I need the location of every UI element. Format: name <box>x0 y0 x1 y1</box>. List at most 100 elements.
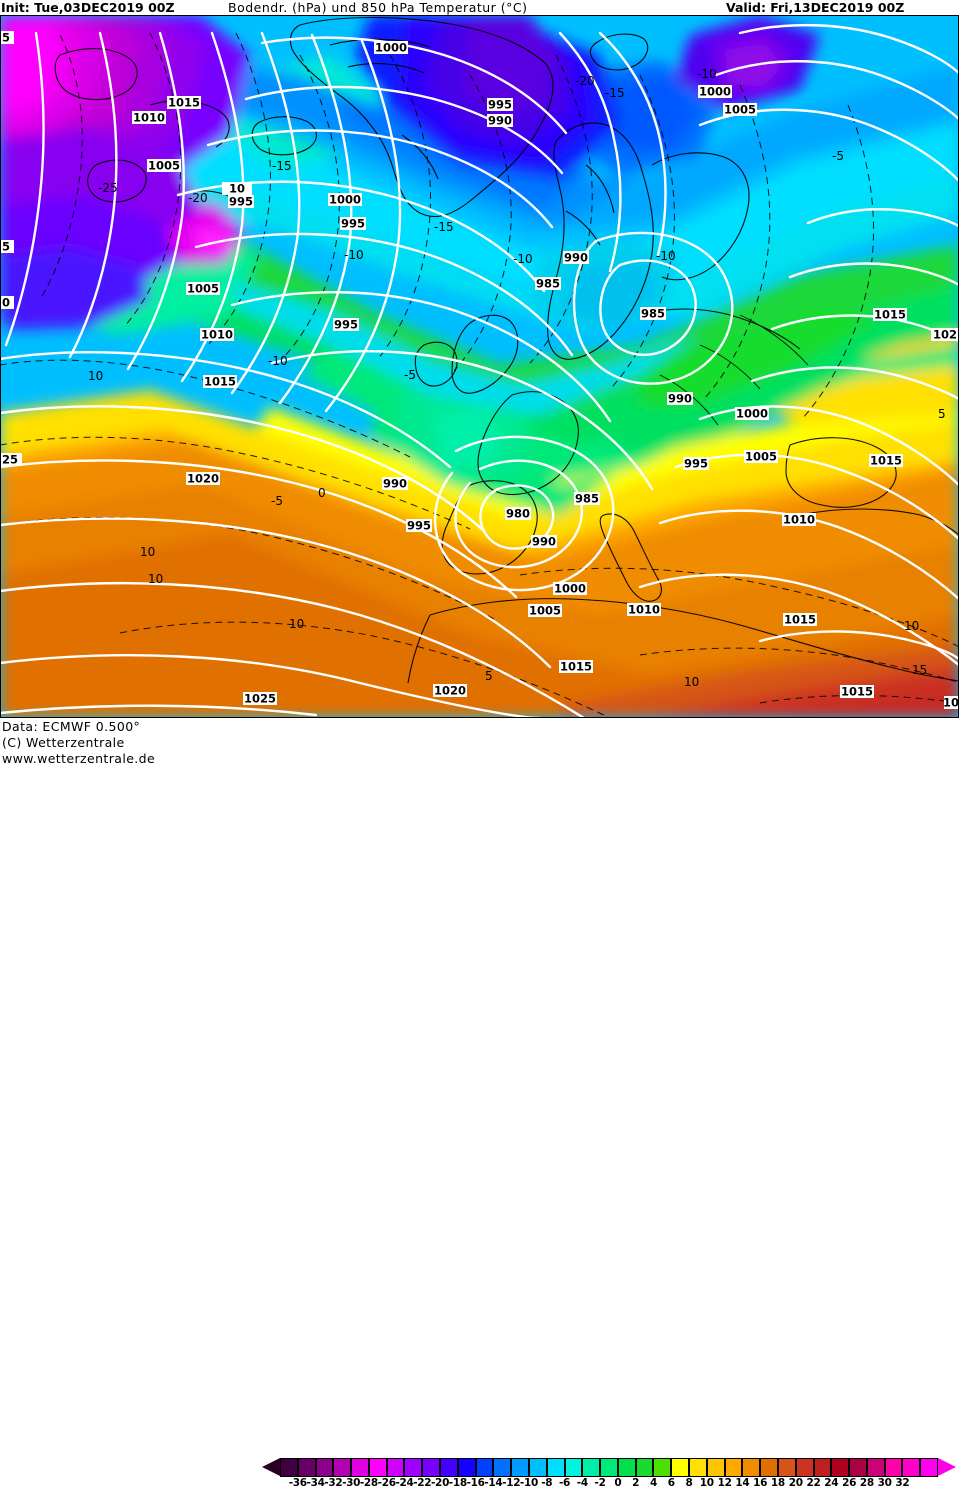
color-scale-swatch <box>475 1458 494 1477</box>
header-valid-time: Valid: Fri,13DEC2019 00Z <box>726 0 905 15</box>
svg-text:995: 995 <box>229 195 253 209</box>
color-scale-swatch <box>315 1458 334 1477</box>
svg-text:-10: -10 <box>513 252 533 266</box>
svg-text:995: 995 <box>684 457 708 471</box>
color-scale-swatch <box>617 1458 636 1477</box>
svg-text:-5: -5 <box>404 368 416 382</box>
color-scale-swatch <box>386 1458 405 1477</box>
footer-website[interactable]: www.wetterzentrale.de <box>2 751 156 766</box>
svg-text:1005: 1005 <box>745 450 777 464</box>
color-scale-swatch <box>795 1458 814 1477</box>
svg-text:10: 10 <box>943 696 959 710</box>
map-canvas: 1000 1015 1010 1005 995 990 1000 1005 10… <box>0 15 959 718</box>
color-scale-swatch <box>849 1458 867 1477</box>
color-scale-swatch <box>368 1458 387 1477</box>
color-scale-swatch <box>493 1458 512 1477</box>
color-scale-swatch <box>902 1458 921 1477</box>
svg-text:-10: -10 <box>697 67 717 81</box>
svg-text:1000: 1000 <box>329 193 361 207</box>
svg-text:990: 990 <box>564 251 588 265</box>
color-scale-swatch <box>920 1458 938 1477</box>
svg-text:1005: 1005 <box>148 159 180 173</box>
svg-text:10: 10 <box>88 369 103 383</box>
color-scale-swatch <box>884 1458 903 1477</box>
svg-text:1010: 1010 <box>201 328 233 342</box>
color-scale-swatch <box>422 1458 441 1477</box>
color-scale-over-arrow <box>938 1458 956 1476</box>
svg-text:-10: -10 <box>344 248 364 262</box>
color-scale-swatch <box>600 1458 618 1477</box>
color-scale-tick-label: 32 <box>895 1477 910 1489</box>
color-scale-swatch <box>777 1458 796 1477</box>
pressure-isobars <box>0 23 959 718</box>
color-scale-swatch <box>831 1458 850 1477</box>
color-scale-swatch <box>528 1458 547 1477</box>
footer-data-source: Data: ECMWF 0.500° <box>2 719 141 734</box>
svg-text:1000: 1000 <box>554 582 586 596</box>
svg-text:995: 995 <box>341 217 365 231</box>
svg-text:1005: 1005 <box>724 103 756 117</box>
color-scale-swatch <box>404 1458 423 1477</box>
color-scale-swatch <box>635 1458 654 1477</box>
svg-text:-10: -10 <box>656 249 676 263</box>
temperature-color-scale: -36 -34 -32 -30 -28 -26 -24 -22 -20 -18 -16 -14 -12-… <box>262 1458 956 1489</box>
svg-text:1015: 1015 <box>784 613 816 627</box>
color-scale-swatch <box>760 1458 778 1477</box>
temperature-field: 1000 1015 1010 1005 995 990 1000 1005 10… <box>0 15 959 718</box>
svg-text:995: 995 <box>407 519 431 533</box>
svg-text:10: 10 <box>148 572 163 586</box>
svg-text:1025: 1025 <box>244 692 276 706</box>
color-scale-swatch <box>671 1458 690 1477</box>
svg-text:15: 15 <box>912 663 927 677</box>
color-scale-swatch <box>546 1458 565 1477</box>
svg-text:1020: 1020 <box>187 472 219 486</box>
svg-text:990: 990 <box>383 477 407 491</box>
svg-text:985: 985 <box>536 277 560 291</box>
svg-text:1000: 1000 <box>736 407 768 421</box>
color-scale-under-arrow <box>262 1458 280 1476</box>
color-scale-swatch <box>297 1458 316 1477</box>
svg-text:-15: -15 <box>605 86 625 100</box>
svg-text:1015: 1015 <box>168 96 200 110</box>
svg-text:985: 985 <box>575 492 599 506</box>
color-scale-swatch <box>440 1458 458 1477</box>
svg-text:0: 0 <box>2 296 10 310</box>
svg-text:25: 25 <box>2 453 18 467</box>
svg-text:1020: 1020 <box>434 684 466 698</box>
header-init-time: Init: Tue,03DEC2019 00Z <box>1 0 175 15</box>
svg-text:990: 990 <box>532 535 556 549</box>
svg-text:5: 5 <box>938 407 946 421</box>
svg-text:10: 10 <box>289 617 304 631</box>
color-scale-swatch <box>653 1458 672 1477</box>
svg-text:1015: 1015 <box>870 454 902 468</box>
color-scale-swatch <box>582 1458 601 1477</box>
map-header: Init: Tue,03DEC2019 00Z Bodendr. (hPa) u… <box>0 0 959 15</box>
color-scale-swatch <box>457 1458 476 1477</box>
svg-text:1015: 1015 <box>874 308 906 322</box>
color-scale-swatch <box>280 1458 298 1477</box>
svg-text:10: 10 <box>140 545 155 559</box>
coastlines <box>54 16 959 684</box>
svg-text:102: 102 <box>933 328 957 342</box>
svg-text:-15: -15 <box>434 220 454 234</box>
color-scale-swatch <box>333 1458 352 1477</box>
svg-text:1015: 1015 <box>560 660 592 674</box>
svg-text:1005: 1005 <box>529 604 561 618</box>
svg-text:1000: 1000 <box>699 85 731 99</box>
svg-text:1010: 1010 <box>628 603 660 617</box>
svg-text:10: 10 <box>684 675 699 689</box>
map-area[interactable]: 1000 1015 1010 1005 995 990 1000 1005 10… <box>0 15 959 718</box>
svg-text:1015: 1015 <box>841 685 873 699</box>
color-scale-swatch <box>351 1458 369 1477</box>
svg-text:1010: 1010 <box>133 111 165 125</box>
svg-text:-10: -10 <box>268 354 288 368</box>
color-scale-swatch <box>706 1458 725 1477</box>
color-scale-swatch <box>724 1458 743 1477</box>
svg-text:990: 990 <box>488 114 512 128</box>
svg-text:1010: 1010 <box>783 513 815 527</box>
color-scale-swatch <box>689 1458 707 1477</box>
color-scale-swatch <box>866 1458 885 1477</box>
svg-text:-20: -20 <box>188 191 208 205</box>
svg-text:-15: -15 <box>272 159 292 173</box>
